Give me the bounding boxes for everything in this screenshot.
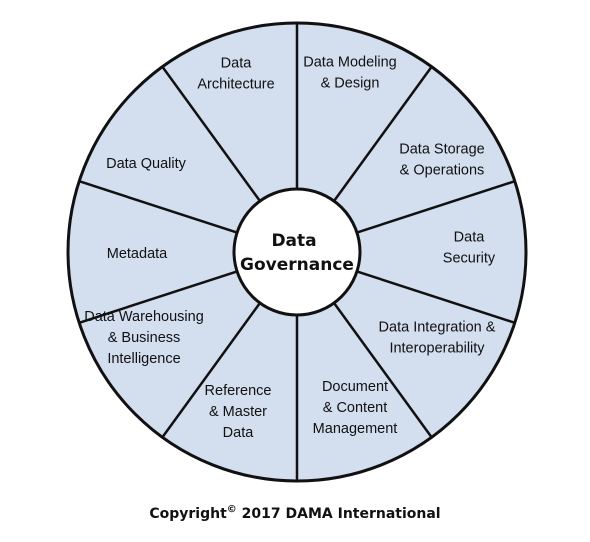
segment-label-line: Data Quality — [106, 156, 187, 172]
segment-data-storage-operations — [334, 66, 515, 233]
segment-label-data-integration-interoperability: Data Integration & Interoperability — [379, 320, 496, 357]
segment-label-line: Reference — [205, 383, 272, 399]
wheel-segments — [67, 23, 526, 481]
segment-label-line: & Business — [108, 330, 181, 346]
segment-label-line: Document — [322, 379, 388, 395]
segment-label-line: Data Integration & — [379, 320, 496, 336]
segment-label-document-content-management: Document & Content Management — [313, 379, 398, 437]
segment-label-metadata: Metadata — [107, 246, 168, 262]
segment-divider — [333, 302, 433, 438]
segment-label-line: Data Storage — [399, 142, 484, 158]
segment-divider — [78, 180, 238, 234]
center-label-line-1: Data — [271, 231, 316, 251]
segment-label-line: Interoperability — [389, 341, 485, 357]
wheel-outer-ring — [66, 21, 528, 483]
segment-label-line: Data — [223, 425, 255, 441]
segment-label-data-quality: Data Quality — [106, 156, 187, 172]
copyright-prefix: Copyright — [149, 506, 227, 522]
segment-label-data-modeling-design: Data Modeling & Design — [303, 55, 397, 92]
segment-label-line: Management — [313, 421, 398, 437]
segment-label-reference-master-data: Reference & Master Data — [205, 383, 272, 441]
segment-label-line: & Content — [323, 400, 388, 416]
segment-label-data-architecture: Data Architecture — [197, 56, 274, 93]
segment-data-modeling-design — [297, 23, 432, 202]
segment-data-warehousing-business-intelligence — [79, 271, 260, 438]
segment-label-line: Intelligence — [107, 351, 180, 367]
center-label-data-governance: Data Governance — [240, 231, 354, 275]
segment-label-line: & Master — [209, 404, 267, 420]
segment-divider — [161, 66, 261, 202]
segment-label-line: Data Warehousing — [84, 309, 204, 325]
segment-metadata — [67, 181, 238, 323]
segment-divider — [356, 270, 516, 324]
segment-label-line: Data Modeling — [303, 55, 397, 71]
wheel-dividers — [78, 23, 516, 481]
segment-document-content-management — [297, 302, 432, 481]
segment-label-line: Data — [454, 230, 486, 246]
segment-data-security — [356, 181, 526, 323]
segment-label-data-warehousing-business-intelligence: Data Warehousing & Business Intelligence — [84, 309, 204, 367]
segment-label-data-security: Data Security — [443, 230, 496, 267]
segment-reference-master-data — [162, 302, 297, 481]
segment-data-quality — [79, 66, 260, 233]
segment-divider — [78, 270, 238, 324]
center-label-line-2: Governance — [240, 255, 354, 275]
segment-divider — [356, 180, 516, 234]
center-circle — [232, 187, 362, 317]
segment-divider — [333, 66, 433, 202]
segment-label-data-storage-operations: Data Storage & Operations — [399, 142, 484, 179]
segment-label-line: & Design — [321, 76, 380, 92]
segment-label-line: Data — [221, 56, 253, 72]
segment-data-integration-interoperability — [334, 271, 515, 438]
segment-label-line: & Operations — [400, 163, 485, 179]
segment-data-architecture — [162, 23, 297, 202]
segment-divider — [161, 302, 261, 438]
copyright-symbol: © — [226, 504, 237, 515]
copyright-suffix: 2017 DAMA International — [236, 506, 441, 522]
segment-label-line: Architecture — [197, 77, 274, 93]
copyright-notice: Copyright© 2017 DAMA International — [0, 504, 590, 523]
segment-label-line: Security — [443, 251, 496, 267]
segment-label-line: Metadata — [107, 246, 168, 262]
